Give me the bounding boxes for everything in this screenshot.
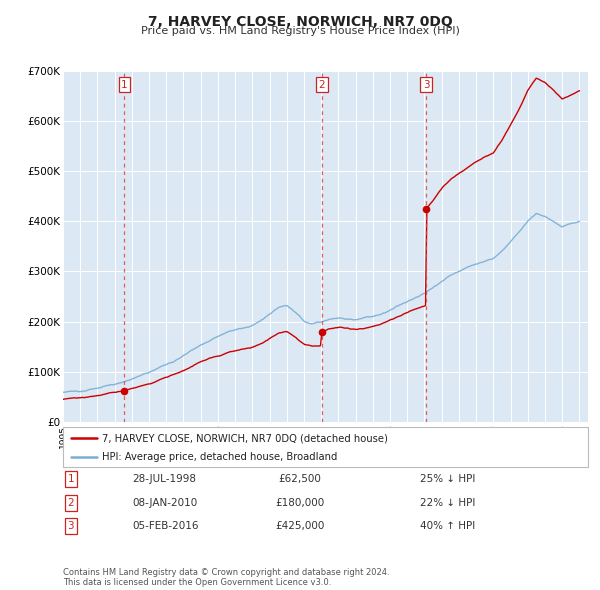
FancyBboxPatch shape <box>63 427 588 467</box>
Text: 7, HARVEY CLOSE, NORWICH, NR7 0DQ: 7, HARVEY CLOSE, NORWICH, NR7 0DQ <box>148 15 452 29</box>
Text: 08-JAN-2010: 08-JAN-2010 <box>132 498 197 507</box>
Text: 1: 1 <box>121 80 128 90</box>
Text: 05-FEB-2016: 05-FEB-2016 <box>132 522 199 531</box>
Text: 3: 3 <box>67 522 74 531</box>
Text: Price paid vs. HM Land Registry's House Price Index (HPI): Price paid vs. HM Land Registry's House … <box>140 26 460 36</box>
Text: 7, HARVEY CLOSE, NORWICH, NR7 0DQ (detached house): 7, HARVEY CLOSE, NORWICH, NR7 0DQ (detac… <box>103 434 388 444</box>
Text: 28-JUL-1998: 28-JUL-1998 <box>132 474 196 484</box>
Text: £62,500: £62,500 <box>278 474 322 484</box>
Text: 22% ↓ HPI: 22% ↓ HPI <box>420 498 475 507</box>
Text: £425,000: £425,000 <box>275 522 325 531</box>
Text: Contains HM Land Registry data © Crown copyright and database right 2024.
This d: Contains HM Land Registry data © Crown c… <box>63 568 389 587</box>
Text: 3: 3 <box>423 80 430 90</box>
Text: £180,000: £180,000 <box>275 498 325 507</box>
Text: 25% ↓ HPI: 25% ↓ HPI <box>420 474 475 484</box>
Text: 2: 2 <box>319 80 325 90</box>
Text: 40% ↑ HPI: 40% ↑ HPI <box>420 522 475 531</box>
Text: HPI: Average price, detached house, Broadland: HPI: Average price, detached house, Broa… <box>103 453 338 462</box>
Text: 2: 2 <box>67 498 74 507</box>
Text: 1: 1 <box>67 474 74 484</box>
